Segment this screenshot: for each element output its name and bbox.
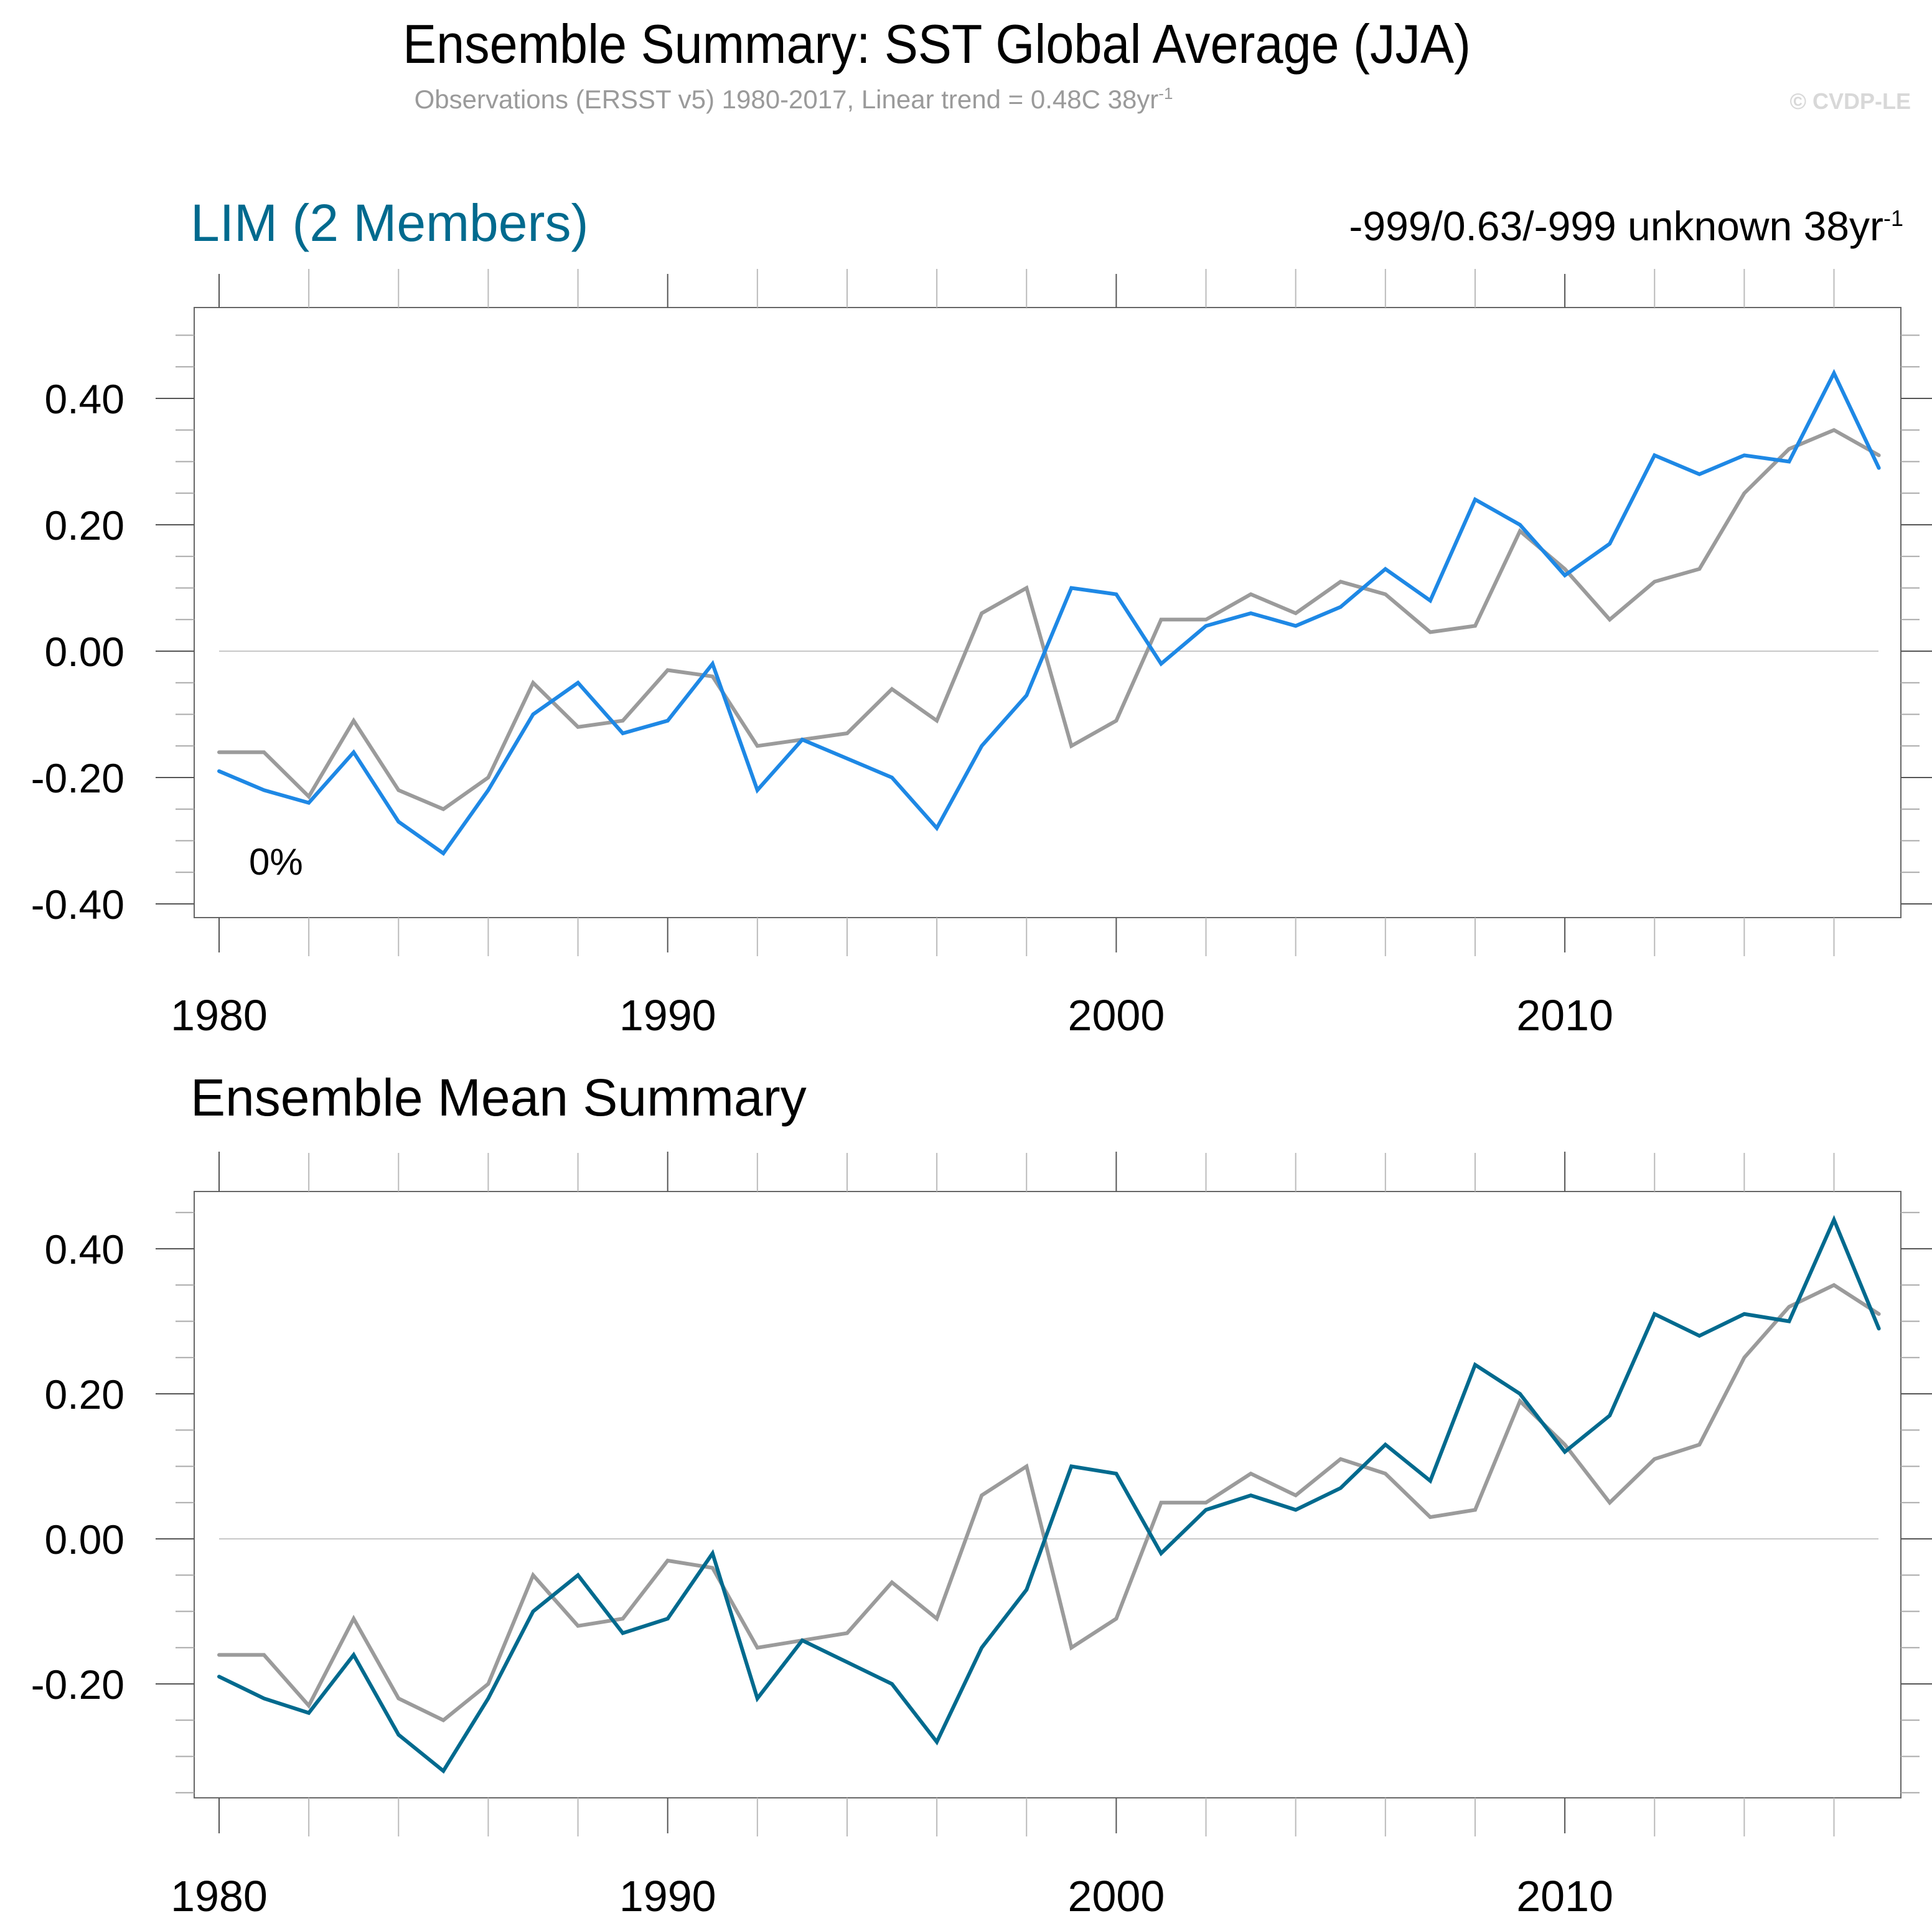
x-tick-label: 1990 xyxy=(619,1872,716,1913)
y-tick-label: -0.20 xyxy=(31,755,124,801)
series-line-lim-ensemble-mean xyxy=(217,1215,1881,1774)
subtitle-superscript: -1 xyxy=(1158,84,1173,103)
main-title: Ensemble Summary: SST Global Average (JJ… xyxy=(403,13,1471,75)
panel2-title: Ensemble Mean Summary xyxy=(190,1068,807,1127)
series-line-observations-ersst-v5 xyxy=(217,428,1881,812)
y-tick-label: 0.20 xyxy=(45,1371,124,1417)
x-tick-label: 2000 xyxy=(1068,1872,1165,1913)
panel-2-plot: -0.20 0.00 0.20 0.40 1980 1990 2000 2010 xyxy=(31,1152,1932,1913)
subtitle-text: Observations (ERSST v5) 1980-2017, Linea… xyxy=(414,85,1159,114)
panel1-title: LIM (2 Members) xyxy=(190,194,589,252)
x-tick-label: 2000 xyxy=(1068,991,1165,1040)
y-tick-label: 0.20 xyxy=(45,502,124,548)
x-tick-label: 2010 xyxy=(1516,1872,1613,1913)
x-tick-label: 1980 xyxy=(171,1872,268,1913)
series-line-lim xyxy=(217,369,1881,856)
y-tick-label: -0.40 xyxy=(31,881,124,928)
x-tick-label: 1990 xyxy=(619,991,716,1040)
panel1-stats-text: -999/0.63/-999 unknown 38yr xyxy=(1349,203,1883,249)
y-tick-label: 0.40 xyxy=(45,1226,124,1272)
y-tick-label: 0.00 xyxy=(45,1516,124,1563)
y-tick-label: 0.00 xyxy=(45,629,124,675)
x-tick-label: 2010 xyxy=(1516,991,1613,1040)
y-tick-label: -0.20 xyxy=(31,1662,124,1708)
series-line-observations-ersst-v5 xyxy=(217,1282,1881,1723)
plot-frame xyxy=(194,1191,1902,1798)
plot-frame xyxy=(194,307,1902,918)
panel1-stats-superscript: -1 xyxy=(1883,205,1903,231)
copyright-label: © CVDP-LE xyxy=(1789,88,1911,114)
percent-annotation: 0% xyxy=(249,841,303,883)
x-tick-label: 1980 xyxy=(171,991,268,1040)
subtitle: Observations (ERSST v5) 1980-2017, Linea… xyxy=(0,84,1587,115)
panel-1-plot: -0.40 -0.20 0.00 0.20 0.40 1980 1990 2000 2010 0% xyxy=(31,269,1932,1040)
y-tick-label: 0.40 xyxy=(45,376,124,422)
panel1-stats: -999/0.63/-999 unknown 38yr-1 xyxy=(1349,202,1903,250)
